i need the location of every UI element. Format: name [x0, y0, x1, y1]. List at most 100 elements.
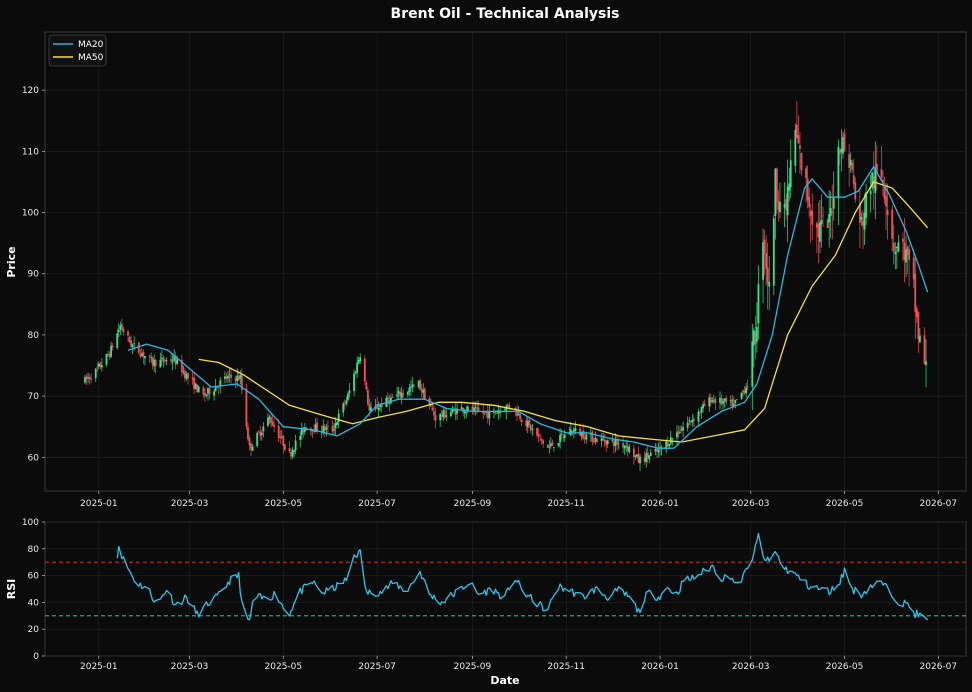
candle-down: [187, 373, 189, 379]
candle-up: [602, 439, 605, 441]
candle-down: [562, 437, 565, 438]
rsi-x-axis-ticks: 2025-01 2025-03 2025-05 2025-07 2025-09 2025-…: [80, 656, 957, 672]
candle-down: [754, 331, 757, 345]
candle-down: [273, 424, 275, 427]
candle-down: [612, 441, 615, 447]
candle-up: [117, 330, 120, 333]
candle-down: [603, 439, 606, 443]
legend-box: [48, 34, 107, 67]
rsi-x-tick-label: 2026-07: [920, 662, 958, 672]
candle-down: [525, 420, 528, 427]
candle-up: [213, 391, 216, 396]
price-y-tick-label: 110: [22, 147, 39, 157]
candle-up: [553, 447, 555, 448]
candle-down: [891, 209, 894, 239]
candle-up: [794, 129, 797, 166]
candle-up: [819, 222, 821, 242]
candle-down: [343, 403, 346, 405]
candle-down: [477, 407, 480, 411]
price-x-tick-label: 2026-01: [641, 499, 679, 509]
candle-up: [345, 400, 348, 404]
candle-down: [88, 376, 91, 380]
candle-up: [239, 375, 242, 379]
candle-up: [346, 393, 349, 400]
candle-down: [593, 441, 595, 443]
candle-down: [413, 384, 415, 386]
candle-down: [915, 308, 918, 317]
candle-up: [722, 401, 724, 404]
legend: MA20 MA50: [48, 34, 107, 67]
candle-up: [105, 354, 108, 365]
price-x-axis-ticks: 2025-01 2025-03 2025-05 2025-07 2025-09 2025-…: [80, 491, 957, 509]
candle-up: [702, 403, 704, 409]
rsi-series: [116, 532, 929, 621]
candle-up: [849, 159, 852, 166]
candle-down: [908, 249, 911, 260]
candle-up: [314, 424, 317, 433]
candle-down: [699, 411, 701, 413]
candle-down: [440, 415, 443, 417]
candle-up: [779, 202, 781, 213]
candle-down: [843, 133, 846, 152]
candle-down: [546, 444, 549, 448]
candle-up: [688, 420, 691, 422]
candle-up: [526, 421, 529, 428]
candle-up: [719, 397, 721, 403]
candle-up: [439, 413, 442, 421]
candle-down: [184, 370, 186, 378]
rsi-y-tick-label: 40: [28, 598, 40, 608]
candle-down: [323, 425, 326, 431]
candle-up: [496, 412, 498, 414]
candle-down: [851, 162, 854, 170]
candle-up: [165, 359, 168, 361]
candle-up: [680, 429, 683, 431]
candle-up: [639, 456, 641, 464]
candle-up: [636, 454, 638, 457]
candle-down: [311, 430, 314, 432]
candle-up: [205, 394, 208, 396]
candle-down: [709, 397, 712, 404]
candle-down: [363, 358, 366, 382]
candle-up: [97, 363, 100, 367]
rsi-y-axis-ticks: 0 20 40 60 80 100: [22, 518, 45, 662]
candle-up: [783, 204, 786, 208]
candle-down: [785, 199, 788, 210]
candle-up: [573, 429, 575, 432]
candle-down: [528, 419, 531, 426]
candle-up: [140, 353, 143, 356]
candle-up: [182, 371, 185, 373]
candle-down: [826, 220, 829, 228]
candle-down: [107, 353, 109, 356]
candle-down: [808, 196, 811, 208]
candle-down: [302, 427, 305, 433]
candle-down: [605, 440, 608, 446]
candle-down: [288, 448, 291, 452]
candle-up: [94, 368, 97, 379]
candle-down: [96, 367, 99, 369]
candle-up: [336, 422, 339, 425]
candle-up: [679, 432, 681, 434]
rsi-x-tick-label: 2025-05: [265, 662, 303, 672]
candle-down: [763, 239, 766, 254]
candle-down: [862, 220, 864, 227]
price-x-tick-label: 2025-05: [265, 499, 303, 509]
candle-down: [666, 441, 669, 447]
candle-down: [485, 411, 488, 414]
price-y-tick-label: 90: [28, 270, 40, 280]
candle-up: [262, 426, 265, 432]
candle-down: [539, 436, 541, 438]
price-x-tick-label: 2026-03: [732, 499, 770, 509]
candle-down: [142, 352, 145, 357]
candle-down: [225, 376, 228, 379]
candle-down: [854, 182, 857, 200]
candle-up: [600, 438, 603, 441]
candle-up: [905, 249, 907, 263]
legend-label-ma50: MA50: [78, 53, 104, 63]
candle-down: [180, 359, 183, 373]
candle-up: [625, 446, 628, 448]
candle-down: [902, 238, 904, 242]
candle-down: [743, 390, 746, 393]
rsi-y-axis-label: RSI: [5, 579, 18, 600]
rsi-x-tick-label: 2026-05: [826, 662, 864, 672]
candle-up: [860, 217, 863, 220]
